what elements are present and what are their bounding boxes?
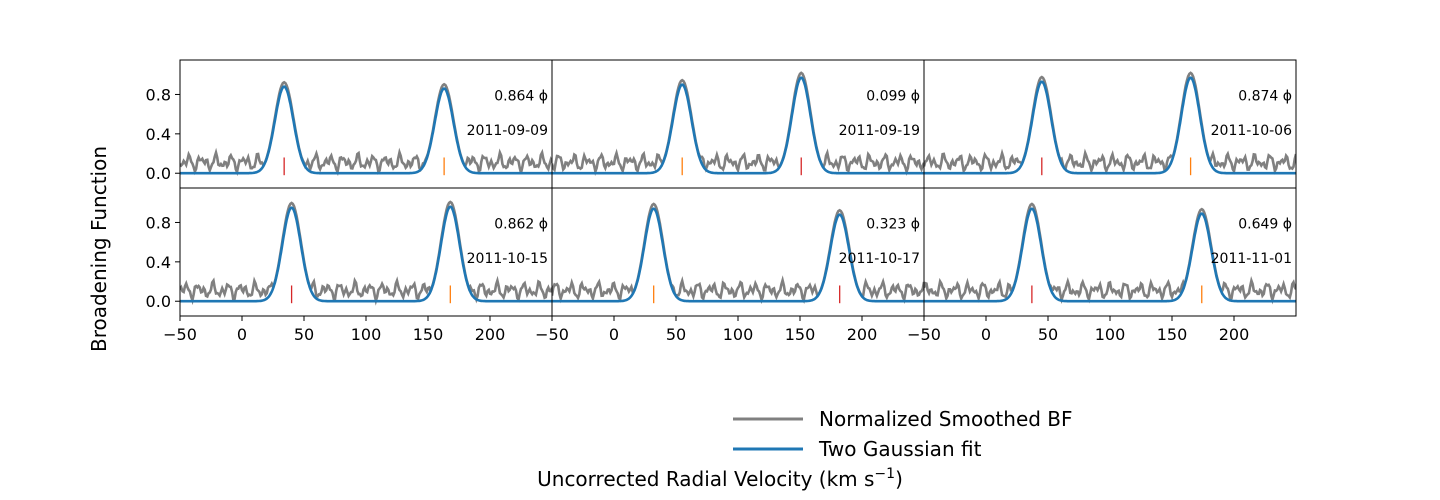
phase-label-3: 0.874 ϕ bbox=[1238, 88, 1292, 104]
panel-1: 0.864 ϕ 2011-09-09 0.0 0.4 0.8 bbox=[146, 59, 553, 189]
ytick-label-1-3: 0.8 bbox=[146, 85, 171, 104]
bf-line-4 bbox=[180, 200, 552, 306]
xtick-label-4-5: 150 bbox=[413, 325, 444, 344]
legend-label-fit: Two Gaussian fit bbox=[818, 437, 982, 461]
ytick-label-1-1: 0.0 bbox=[146, 164, 171, 183]
x-axis-label-close: ) bbox=[895, 467, 903, 491]
phase-label-1: 0.864 ϕ bbox=[494, 88, 548, 104]
date-label-5: 2011-10-17 bbox=[839, 251, 920, 267]
xtick-label-5-1: −50 bbox=[535, 325, 569, 344]
xtick-label-6-1: −50 bbox=[907, 325, 941, 344]
xtick-label-5-2: 0 bbox=[609, 325, 619, 344]
xtick-label-6-4: 100 bbox=[1095, 325, 1126, 344]
phase-label-2: 0.099 ϕ bbox=[866, 88, 920, 104]
legend-label-bf: Normalized Smoothed BF bbox=[819, 407, 1073, 431]
xtick-label-5-4: 100 bbox=[723, 325, 754, 344]
y-axis-label: Broadening Function bbox=[87, 146, 111, 352]
date-label-4: 2011-10-15 bbox=[467, 251, 548, 267]
xtick-label-6-5: 150 bbox=[1157, 325, 1188, 344]
xtick-label-4-4: 100 bbox=[351, 325, 382, 344]
xtick-label-4-3: 50 bbox=[294, 325, 314, 344]
fit-line-4 bbox=[180, 205, 552, 303]
phase-label-5: 0.323 ϕ bbox=[866, 216, 920, 232]
panels: 0.864 ϕ 2011-09-09 0.0 0.4 0.8 0.099 ϕ 2011-09… bbox=[146, 59, 1297, 344]
xtick-label-4-2: 0 bbox=[237, 325, 247, 344]
ytick-label-4-1: 0.0 bbox=[146, 292, 171, 311]
bf-line-3 bbox=[924, 71, 1296, 175]
phase-label-4: 0.862 ϕ bbox=[494, 216, 548, 232]
date-label-3: 2011-10-06 bbox=[1211, 123, 1292, 139]
xtick-label-4-1: −50 bbox=[163, 325, 197, 344]
panel-2: 0.099 ϕ 2011-09-19 bbox=[551, 59, 925, 189]
xtick-label-6-2: 0 bbox=[981, 325, 991, 344]
ytick-label-4-3: 0.8 bbox=[146, 213, 171, 232]
ytick-label-1-2: 0.4 bbox=[146, 125, 171, 144]
xtick-label-5-3: 50 bbox=[666, 325, 686, 344]
x-axis-label: Uncorrected Radial Velocity (km s−1) bbox=[537, 466, 903, 491]
date-label-6: 2011-11-01 bbox=[1211, 251, 1292, 267]
fit-line-6 bbox=[924, 207, 1296, 303]
phase-label-6: 0.649 ϕ bbox=[1238, 216, 1292, 232]
date-label-2: 2011-09-19 bbox=[839, 123, 920, 139]
legend: Normalized Smoothed BF Two Gaussian fit bbox=[733, 407, 1073, 461]
fit-line-1 bbox=[180, 85, 552, 175]
xtick-label-4-6: 200 bbox=[475, 325, 506, 344]
panel-6: 0.649 ϕ 2011-11-01 −50 0 50 100 150 200 bbox=[907, 187, 1297, 344]
ytick-label-4-2: 0.4 bbox=[146, 253, 171, 272]
xtick-label-6-3: 50 bbox=[1038, 325, 1058, 344]
bf-line-6 bbox=[924, 202, 1296, 305]
x-axis-label-exponent: −1 bbox=[874, 466, 895, 482]
xtick-label-5-6: 200 bbox=[847, 325, 878, 344]
xtick-label-6-6: 200 bbox=[1219, 325, 1250, 344]
bf-line-2 bbox=[552, 71, 924, 177]
panel-3: 0.874 ϕ 2011-10-06 bbox=[923, 59, 1297, 189]
bf-line-1 bbox=[180, 80, 552, 177]
fit-line-3 bbox=[924, 76, 1296, 175]
fit-line-5 bbox=[552, 207, 924, 303]
xtick-label-5-5: 150 bbox=[785, 325, 816, 344]
x-axis-label-text: Uncorrected Radial Velocity (km s bbox=[537, 467, 874, 491]
panel-5: 0.323 ϕ 2011-10-17 −50 0 50 100 150 200 bbox=[535, 187, 925, 344]
panel-4: 0.862 ϕ 2011-10-15 0.0 0.4 0.8 −50 0 50 100 150 20… bbox=[146, 187, 553, 344]
date-label-1: 2011-09-09 bbox=[467, 123, 548, 139]
fit-line-2 bbox=[552, 76, 924, 175]
